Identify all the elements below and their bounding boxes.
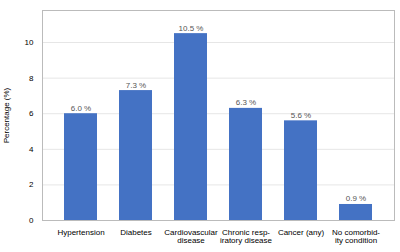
svg-text:Percentage (%): Percentage (%) <box>2 87 11 143</box>
svg-text:4: 4 <box>29 145 34 154</box>
svg-text:6.0 %: 6.0 % <box>71 104 91 113</box>
svg-text:10.5 %: 10.5 % <box>179 24 204 33</box>
svg-text:Chronic resp-iratory disease: Chronic resp-iratory disease <box>220 228 273 245</box>
svg-text:6.3 %: 6.3 % <box>236 98 256 107</box>
svg-text:0: 0 <box>29 216 34 225</box>
svg-text:8: 8 <box>29 74 34 83</box>
svg-text:6: 6 <box>29 109 34 118</box>
svg-text:10: 10 <box>25 38 34 47</box>
svg-text:No comorbid-ity condition: No comorbid-ity condition <box>332 228 380 245</box>
svg-text:Hypertension: Hypertension <box>57 228 104 237</box>
svg-text:2: 2 <box>29 180 34 189</box>
svg-text:5.6 %: 5.6 % <box>291 111 311 120</box>
svg-text:Diabetes: Diabetes <box>120 228 152 237</box>
svg-text:Cancer (any): Cancer (any) <box>278 228 325 237</box>
svg-text:7.3 %: 7.3 % <box>126 81 146 90</box>
svg-text:Cardiovasculardisease: Cardiovasculardisease <box>164 228 218 245</box>
svg-text:0.9 %: 0.9 % <box>346 194 366 203</box>
